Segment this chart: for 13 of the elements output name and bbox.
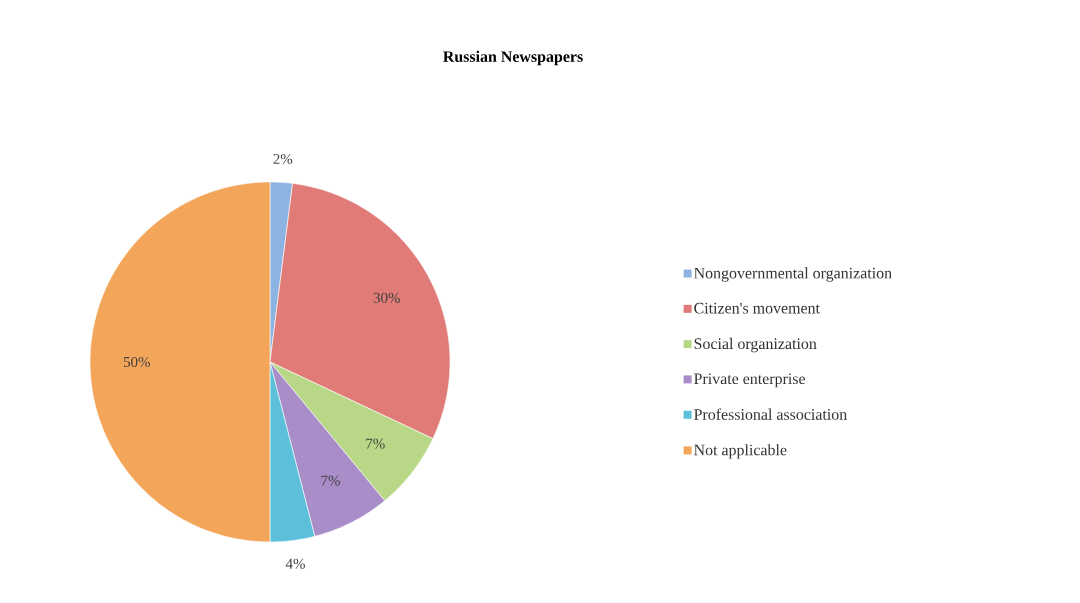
data-label: 7% (366, 438, 385, 449)
data-label: 30% (373, 292, 400, 303)
legend-label: Citizen's movement (694, 302, 820, 314)
legend-label: Not applicable (694, 444, 787, 459)
legend-label: Social organization (694, 337, 817, 353)
data-label: 50% (123, 356, 150, 368)
chart-title: Russian Newspapers (443, 50, 583, 66)
data-label: 2% (273, 153, 293, 165)
data-label: 7% (321, 475, 340, 486)
data-label: 4% (285, 558, 305, 569)
legend-label: Private enterprise (694, 373, 806, 388)
legend-label: Nongovernmental organization (694, 267, 892, 282)
legend-label: Professional association (694, 408, 847, 420)
